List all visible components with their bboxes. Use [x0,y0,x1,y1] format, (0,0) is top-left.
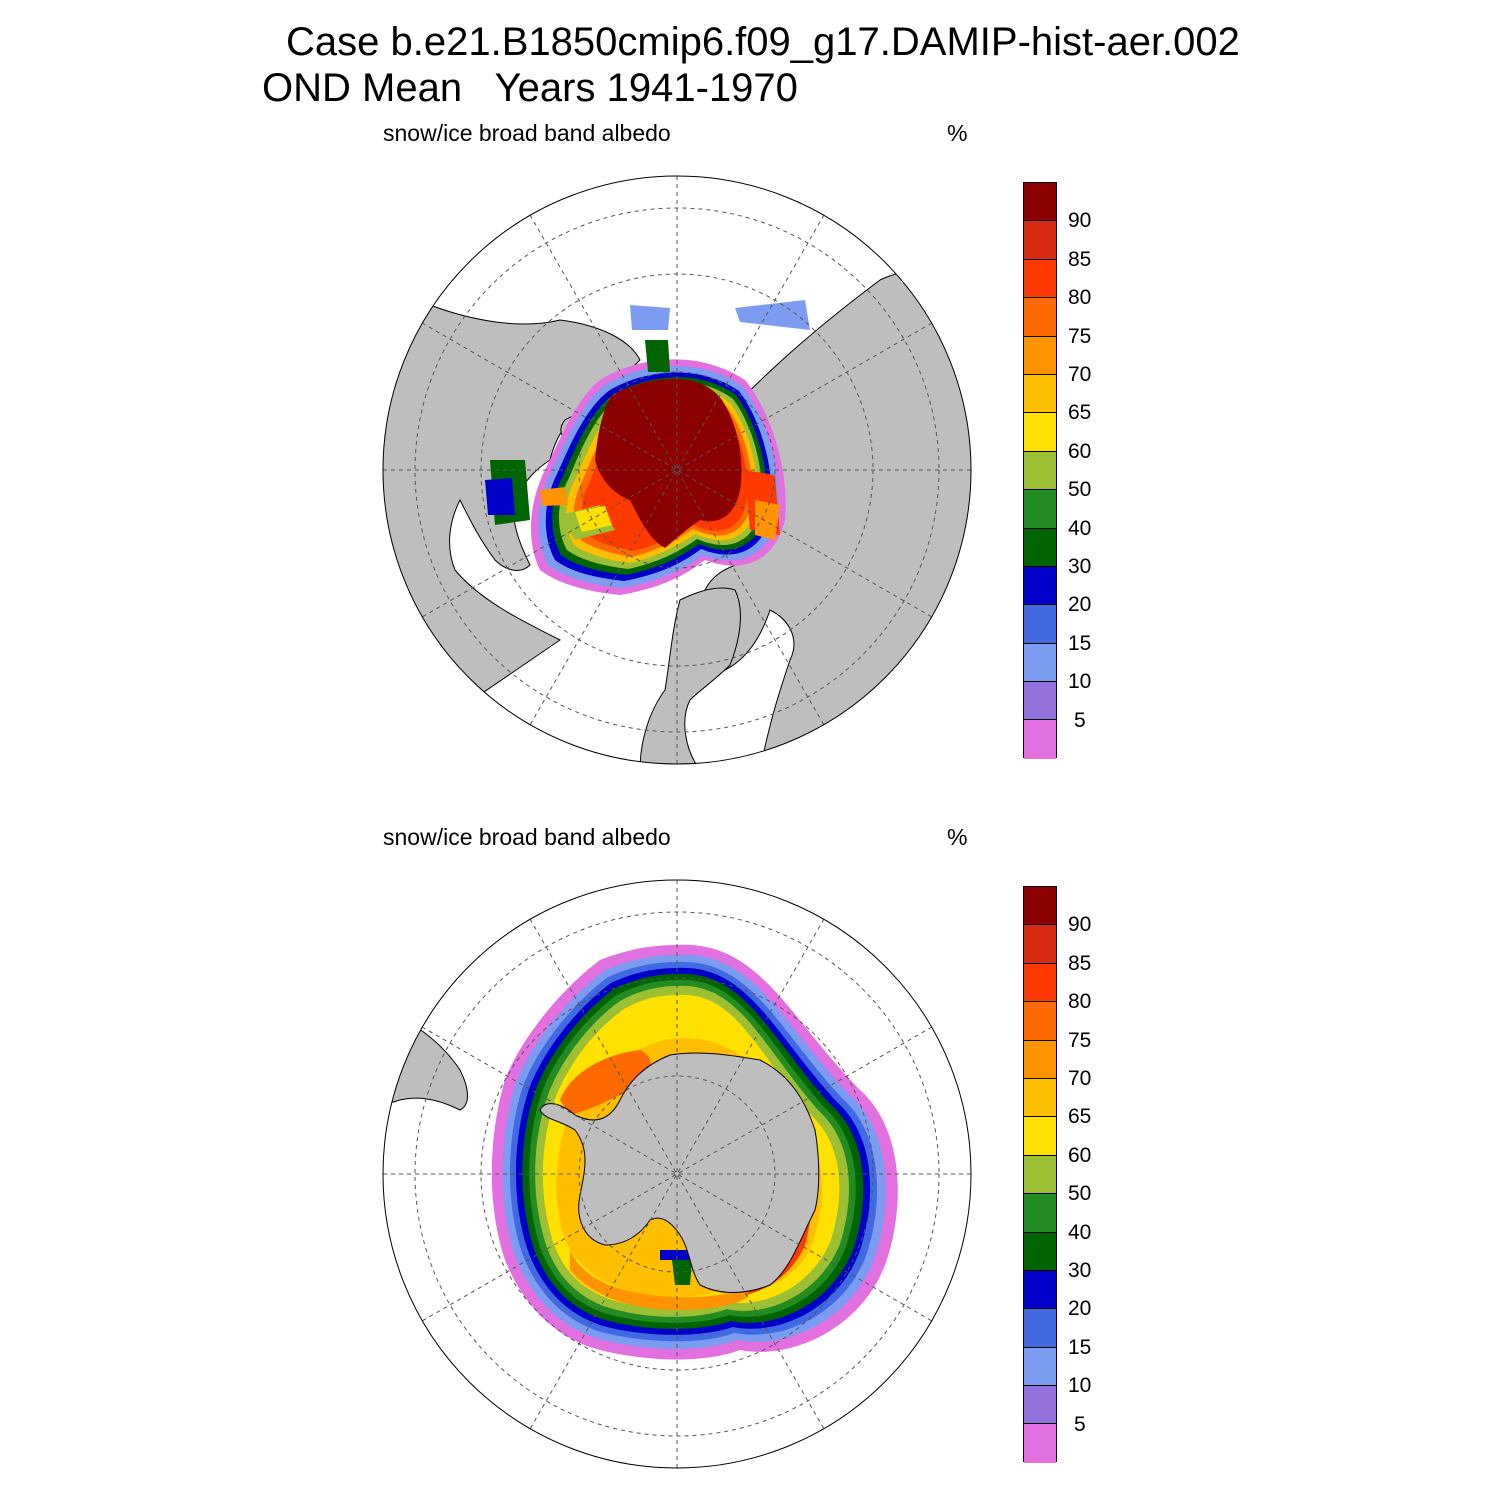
colorbar-north [1023,182,1057,759]
colorbar-tick-label: 20 [1068,593,1092,617]
figure-title-period: OND Mean Years 1941-1970 [262,66,798,110]
colorbar-tick-label: 10 [1068,1374,1092,1398]
colorbar-tick-label: 50 [1068,478,1092,502]
colorbar-tick-label: 5 [1074,708,1086,732]
colorbar-tick-label: 40 [1068,516,1092,540]
colorbar-segment [1024,566,1056,606]
colorbar-segment [1024,374,1056,414]
north-land-europe [639,587,741,764]
panel-south-label: snow/ice broad band albedo [383,824,671,850]
colorbar-tick-label: 75 [1068,324,1092,348]
colorbar-segment [1024,183,1056,222]
colorbar-segment [1024,887,1056,926]
colorbar-segment [1024,1117,1056,1156]
colorbar-south-labels: 90 85 80 75 70 65 60 50 40 30 20 15 10 5 [1068,886,1128,1462]
colorbar-segment [1024,336,1056,375]
panel-north-unit: % [947,120,968,146]
colorbar-segment [1024,490,1056,529]
colorbar-tick-label: 50 [1068,1182,1092,1206]
colorbar-segment [1024,298,1056,337]
colorbar-tick-label: 85 [1068,951,1092,975]
colorbar-tick-label: 80 [1068,286,1092,310]
colorbar-tick-label: 70 [1068,363,1092,386]
colorbar-tick-label: 30 [1068,1259,1092,1282]
colorbar-segment [1024,1386,1056,1425]
colorbar-tick-label: 90 [1068,913,1092,937]
colorbar-tick-label: 85 [1068,247,1092,271]
colorbar-segment [1024,1002,1056,1041]
figure-title-case: Case b.e21.B1850cmip6.f09_g17.DAMIP-hist… [286,20,1240,64]
colorbar-tick-label: 75 [1068,1028,1092,1052]
colorbar-tick-label: 65 [1068,401,1092,425]
colorbar-segment [1024,643,1056,683]
colorbar-tick-label: 15 [1068,1335,1092,1359]
colorbar-segment [1024,1040,1056,1079]
colorbar-tick-label: 60 [1068,1143,1092,1167]
colorbar-segment [1024,1424,1056,1463]
colorbar-tick-label: 90 [1068,209,1092,233]
colorbar-segment [1024,605,1056,644]
colorbar-segment [1024,451,1056,491]
colorbar-segment [1024,221,1056,260]
south-polar-map [382,879,972,1469]
colorbar-tick-label: 80 [1068,990,1092,1014]
colorbar-segment [1024,259,1056,299]
north-polar-map [382,175,972,765]
colorbar-segment [1024,528,1056,567]
colorbar-segment [1024,1270,1056,1310]
panel-north-label: snow/ice broad band albedo [383,120,671,146]
colorbar-tick-label: 30 [1068,555,1092,578]
colorbar-segment [1024,963,1056,1003]
colorbar-segment [1024,1078,1056,1118]
colorbar-north-labels: 90 85 80 75 70 65 60 50 40 30 20 15 10 5 [1068,182,1128,758]
colorbar-tick-label: 60 [1068,439,1092,463]
colorbar-segment [1024,413,1056,452]
north-sea-ice-field [485,300,810,595]
colorbar-segment [1024,1155,1056,1195]
north-graticule [383,176,971,764]
colorbar-tick-label: 20 [1068,1297,1092,1321]
colorbar-segment [1024,1232,1056,1271]
colorbar-segment [1024,682,1056,721]
panel-south-unit: % [947,824,968,850]
colorbar-segment [1024,925,1056,964]
colorbar-south [1023,886,1057,1463]
colorbar-tick-label: 40 [1068,1220,1092,1244]
colorbar-tick-label: 10 [1068,670,1092,694]
colorbar-segment [1024,1309,1056,1348]
colorbar-tick-label: 65 [1068,1105,1092,1129]
colorbar-tick-label: 5 [1074,1412,1086,1436]
colorbar-tick-label: 70 [1068,1067,1092,1090]
south-graticule [383,880,971,1468]
colorbar-tick-label: 15 [1068,631,1092,655]
colorbar-segment [1024,1194,1056,1233]
colorbar-segment [1024,720,1056,759]
colorbar-segment [1024,1347,1056,1387]
